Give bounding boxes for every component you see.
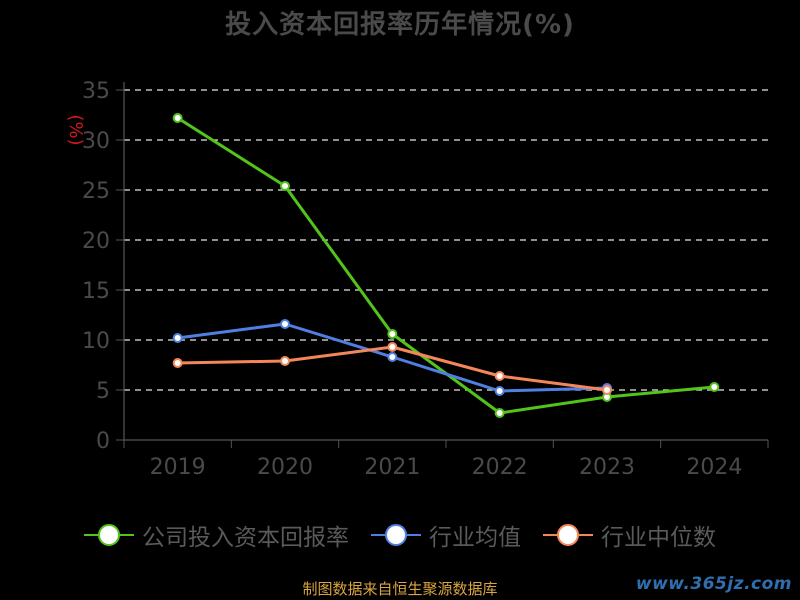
series-2-point — [172, 358, 183, 368]
x-tick-label: 2021 — [364, 455, 420, 480]
legend-marker-icon — [543, 524, 593, 546]
legend-label: 行业中位数 — [601, 525, 716, 551]
data-source-note: 制图数据来自恒生聚源数据库 — [302, 580, 498, 598]
series-line-0 — [176, 116, 715, 415]
series-1-point — [172, 333, 183, 343]
series-1-point — [280, 319, 290, 329]
x-tick-label: 2022 — [472, 455, 528, 480]
legend: 公司投入资本回报率 行业均值 行业中位数 — [0, 518, 800, 552]
series-1-point — [494, 386, 505, 396]
legend-label: 行业均值 — [429, 525, 521, 551]
y-tick-label: 0 — [96, 429, 110, 454]
legend-marker-icon — [371, 524, 421, 546]
series-lines — [176, 116, 715, 415]
series-0-point — [494, 408, 505, 418]
x-tick-label: 2019 — [150, 455, 206, 480]
series-1-point — [387, 352, 398, 362]
legend-item-industry-avg[interactable]: 行业均值 — [371, 518, 521, 552]
y-tick-label: 15 — [82, 279, 110, 304]
y-tick-label: 35 — [82, 79, 110, 104]
x-tick-label: 2024 — [686, 455, 742, 480]
series-0-point — [387, 329, 398, 339]
y-tick-label: 20 — [82, 229, 110, 254]
series-0-point — [280, 181, 290, 191]
series-2-point — [387, 342, 398, 352]
watermark-logo: www.365jz.com — [635, 574, 792, 594]
y-tick-label: 30 — [82, 129, 110, 154]
y-tick-label: 25 — [82, 179, 110, 204]
series-points — [172, 113, 720, 418]
axes: 0 5 10 15 20 25 30 35 2019 2020 2021 2022 2023 2024 (%… — [65, 79, 769, 480]
grid-lines — [124, 89, 768, 391]
legend-item-industry-median[interactable]: 行业中位数 — [543, 518, 716, 552]
y-tick-label: 10 — [82, 329, 110, 354]
y-axis-label: (%) — [65, 114, 86, 145]
chart-title: 投入资本回报率历年情况(%) — [225, 10, 575, 40]
legend-label: 公司投入资本回报率 — [142, 525, 349, 551]
series-2-point — [280, 356, 290, 366]
series-0-point — [709, 382, 720, 392]
x-tick-label: 2020 — [257, 455, 313, 480]
series-2-point — [602, 385, 612, 395]
y-tick-label: 5 — [96, 379, 110, 404]
x-tick-label: 2023 — [579, 455, 635, 480]
legend-item-company[interactable]: 公司投入资本回报率 — [84, 518, 349, 552]
series-2-point — [494, 371, 505, 381]
series-0-point — [172, 113, 183, 123]
legend-marker-icon — [84, 524, 134, 546]
